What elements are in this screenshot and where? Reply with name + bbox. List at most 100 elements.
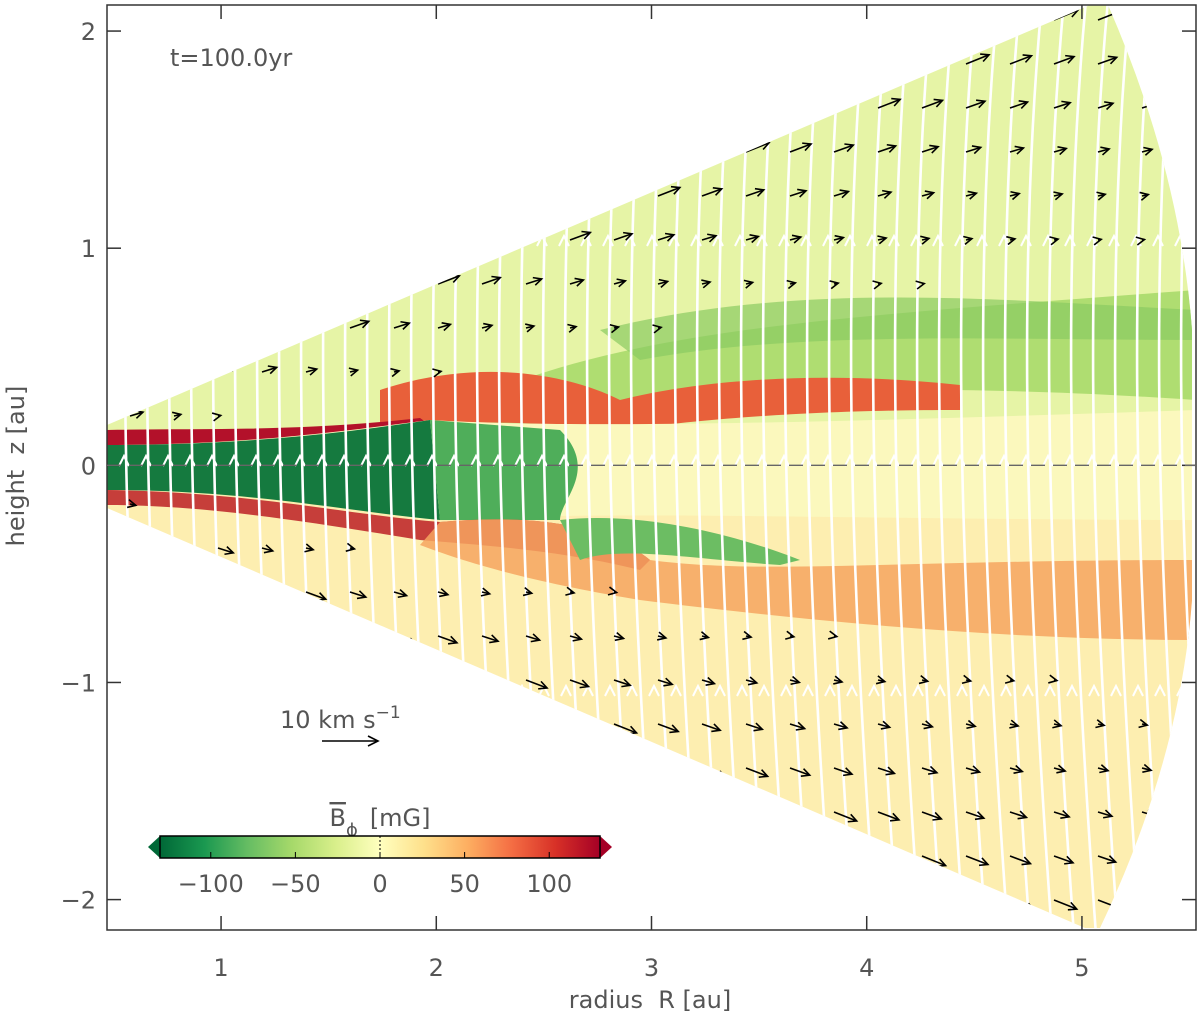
- velocity-arrowhead: [808, 861, 819, 870]
- velocity-arrow: [525, 899, 551, 919]
- field-line: [937, 5, 966, 928]
- field-arrowhead: [1174, 453, 1186, 467]
- velocity-arrow: [921, 191, 934, 197]
- velocity-arrowhead: [587, 818, 598, 828]
- velocity-arrow: [789, 5, 817, 21]
- velocity-arrow: [305, 368, 317, 373]
- velocity-arrowhead: [367, 686, 378, 696]
- velocity-arrowhead: [455, 180, 466, 190]
- velocity-arrow: [745, 855, 774, 871]
- x-tick-label: 3: [644, 954, 659, 982]
- velocity-arrowhead: [277, 689, 288, 699]
- velocity-arrowhead: [1013, 764, 1025, 774]
- velocity-arrow: [1097, 855, 1116, 863]
- field-arrowhead: [690, 453, 702, 467]
- velocity-arrow: [789, 855, 818, 870]
- velocity-arrow: [877, 98, 901, 109]
- velocity-arrowhead: [963, 235, 974, 245]
- velocity-arrow: [305, 222, 332, 241]
- velocity-arrowhead: [232, 690, 243, 701]
- velocity-arrowhead: [719, 862, 731, 871]
- velocity-arrow: [217, 266, 243, 285]
- velocity-arrowhead: [933, 98, 945, 108]
- velocity-arrowhead: [764, 94, 775, 104]
- velocity-arrow: [1185, 899, 1192, 908]
- velocity-arrow: [481, 5, 506, 21]
- velocity-arrow: [921, 811, 942, 820]
- field-arrowhead: [316, 233, 328, 247]
- velocity-arrowhead: [356, 590, 368, 600]
- velocity-arrowhead: [530, 633, 542, 643]
- field-arrowhead: [382, 453, 394, 467]
- field-arrowhead: [120, 683, 132, 697]
- velocity-arrowhead: [852, 50, 863, 59]
- velocity-arrow: [525, 278, 542, 285]
- field-arrowhead: [492, 233, 504, 247]
- velocity-arrow: [1053, 101, 1071, 109]
- velocity-arrowhead: [226, 0, 233, 3]
- field-arrowhead: [558, 233, 570, 247]
- velocity-arrowhead: [225, 916, 235, 928]
- velocity-arrow: [701, 5, 729, 21]
- velocity-arrowhead: [978, 857, 990, 867]
- velocity-arrow: [305, 811, 328, 834]
- velocity-arrowhead: [544, 182, 555, 191]
- velocity-arrow: [173, 126, 192, 153]
- colorbar-tick-label: 100: [526, 870, 572, 898]
- velocity-arrowhead: [808, 50, 819, 59]
- velocity-arrowhead: [363, 86, 374, 97]
- velocity-arrowhead: [895, 51, 907, 60]
- velocity-arrow: [129, 36, 143, 65]
- field-arrowhead: [800, 233, 812, 247]
- velocity-arrow: [613, 47, 640, 65]
- field-arrowhead: [186, 683, 198, 697]
- velocity-arrowhead: [142, 648, 153, 659]
- velocity-arrow: [525, 811, 553, 829]
- field-arrowhead: [646, 453, 658, 467]
- field-arrowhead: [1108, 233, 1120, 247]
- velocity-arrow: [745, 679, 757, 684]
- field-arrowhead: [1042, 233, 1054, 247]
- velocity-arrow: [1097, 102, 1114, 109]
- velocity-arrow: [437, 89, 463, 109]
- field-arrowhead: [712, 233, 724, 247]
- velocity-arrowhead: [848, 96, 860, 106]
- field-arrowhead: [910, 453, 922, 467]
- velocity-arrowhead: [498, 135, 510, 145]
- velocity-arrow: [217, 128, 238, 153]
- field-arrowhead: [844, 453, 856, 467]
- field-arrowhead: [1197, 456, 1204, 466]
- velocity-arrowhead: [1150, 56, 1162, 65]
- field-arrowhead: [162, 233, 174, 247]
- velocity-arrowhead: [614, 631, 626, 642]
- velocity-arrowhead: [1064, 855, 1075, 865]
- velocity-arrow: [349, 855, 372, 878]
- velocity-arrow: [129, 547, 158, 562]
- velocity-arrowhead: [447, 635, 459, 645]
- velocity-key-text: 10 km s: [280, 706, 376, 734]
- velocity-arrow: [129, 80, 144, 109]
- velocity-arrowhead: [967, 190, 979, 200]
- velocity-arrowhead: [187, 263, 199, 274]
- velocity-arrowhead: [670, 185, 682, 195]
- velocity-arrow: [569, 899, 595, 919]
- velocity-arrow: [393, 679, 422, 694]
- velocity-arrow: [789, 236, 801, 241]
- velocity-arrow: [393, 179, 420, 197]
- velocity-arrow: [789, 190, 807, 197]
- field-arrowhead: [1020, 233, 1032, 247]
- velocity-arrow: [965, 811, 985, 819]
- velocity-arrow: [569, 46, 596, 65]
- velocity-arrow: [569, 635, 582, 640]
- velocity-arrowhead: [362, 868, 373, 879]
- velocity-arrowhead: [971, 145, 983, 155]
- velocity-arrow: [393, 88, 418, 109]
- velocity-arrow: [877, 6, 906, 21]
- velocity-arrow: [569, 811, 597, 828]
- velocity-arrow: [965, 146, 981, 153]
- velocity-arrow: [745, 723, 763, 731]
- velocity-arrow: [261, 547, 273, 552]
- velocity-arrowhead: [1104, 101, 1115, 111]
- velocity-arrowhead: [126, 499, 138, 509]
- velocity-arrowhead: [630, 47, 642, 57]
